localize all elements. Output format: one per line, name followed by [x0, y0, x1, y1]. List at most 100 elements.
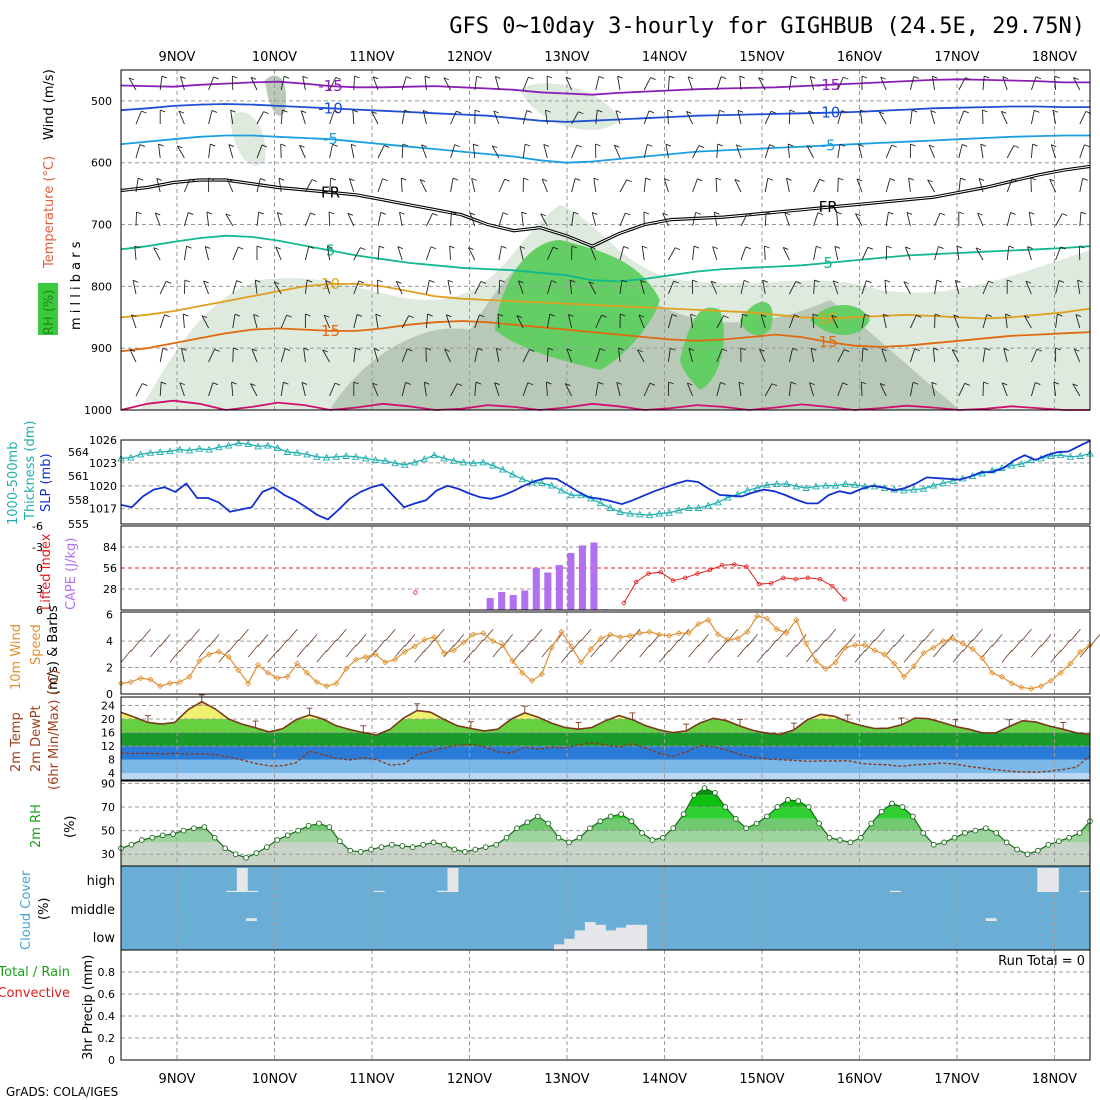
wind-barb-feather — [812, 313, 819, 317]
upper-wind-label: Wind (m/s) — [42, 69, 57, 140]
wind-speed-marker — [313, 679, 320, 686]
wind-barb-feather — [1012, 178, 1018, 182]
cloud-bar — [564, 938, 575, 950]
rh-marker — [451, 846, 458, 853]
wind-barb — [764, 212, 767, 227]
wind-barb — [908, 178, 911, 193]
wind-barb — [492, 644, 504, 658]
wind-speed-marker — [861, 641, 868, 649]
wind-barb — [639, 644, 651, 658]
temp-tick-label: 12 — [101, 740, 115, 753]
wind-barb — [600, 634, 611, 647]
wind-barb — [1002, 76, 1008, 91]
wind-barb — [256, 144, 263, 159]
thickness-marker — [195, 444, 204, 452]
wind-barb-feather — [916, 314, 922, 318]
wind-barb-feather — [1024, 315, 1030, 319]
precip-label: 3hr Precip (mm) — [81, 955, 96, 1060]
wind-barb-feather — [1051, 144, 1057, 148]
wind-barb-feather — [1077, 279, 1083, 283]
wind-barb-feather — [1055, 347, 1061, 351]
wind-speed-marker — [959, 640, 966, 647]
wind-barb — [347, 213, 355, 227]
wind-barb-feather — [712, 246, 718, 250]
wind-barb — [903, 281, 911, 295]
top-date-label: 18NOV — [1032, 50, 1077, 65]
wind-barb-feather — [158, 143, 164, 147]
rh-marker — [847, 839, 854, 846]
wind-barb-feather — [286, 314, 292, 318]
wind-barb — [463, 650, 474, 663]
wind-barb-feather — [806, 145, 813, 149]
wind-barb-feather — [1073, 77, 1079, 80]
thickness-marker — [185, 446, 194, 454]
wind-barb — [373, 348, 379, 363]
rh-marker — [274, 837, 281, 843]
wind-barb — [813, 246, 817, 261]
thickness-marker — [978, 469, 987, 477]
wind-barb-feather — [626, 179, 632, 183]
wind-barb-feather — [692, 279, 698, 283]
thickness-marker — [626, 509, 634, 517]
slp-tick-label: 1026 — [89, 434, 117, 447]
wind-barb-feather — [614, 144, 620, 148]
wind-barb-feather — [305, 313, 311, 317]
wind-speed-marker — [910, 663, 917, 670]
wind-barb — [273, 281, 282, 295]
wind-barb-feather — [142, 383, 148, 386]
wind-barb — [208, 634, 220, 647]
wind-barb-feather — [1053, 381, 1060, 385]
wind-barb — [716, 315, 724, 329]
wind-speed-marker — [440, 649, 448, 657]
thickness-marker — [841, 480, 850, 487]
rh-tick-label: 50 — [101, 825, 115, 838]
wind-barb — [494, 382, 500, 397]
wind-barb-feather — [598, 75, 605, 79]
thickness-unit-label: Thickness (dm) — [23, 421, 38, 521]
wind-barb — [638, 314, 645, 329]
wind-barb-feather — [975, 247, 982, 251]
cloud-bar — [1037, 868, 1049, 892]
wind-barb-feather — [855, 213, 861, 217]
bottom-date-label: 15NOV — [739, 1072, 784, 1087]
pressure-tick-label: 800 — [91, 280, 112, 293]
wind-barb — [756, 650, 768, 663]
precip-tick-label: 0 — [108, 1054, 115, 1067]
wind-barb — [762, 280, 766, 295]
thickness-marker — [518, 475, 527, 483]
wind-barb-feather — [625, 212, 631, 216]
wind-speed-marker — [587, 645, 594, 653]
wind-barb — [980, 144, 984, 159]
wind-barb — [977, 212, 984, 227]
wind-barb-feather — [493, 110, 499, 114]
wind-barb — [668, 247, 676, 261]
rh-band — [121, 818, 1090, 831]
thickness-marker — [567, 491, 576, 499]
pressure-tick-label: 700 — [91, 219, 112, 232]
cloud-bar — [584, 922, 596, 950]
wind-speed-marker — [206, 651, 213, 658]
wind-speed-marker — [930, 644, 937, 651]
contour-label: -10 — [318, 99, 343, 117]
wind-barb — [546, 314, 551, 329]
wind-barb — [716, 382, 721, 397]
wind-barb-feather — [903, 281, 909, 285]
wind-barb-feather — [601, 314, 607, 318]
wind-speed-marker — [519, 669, 526, 676]
temp-tick-label: 24 — [101, 699, 115, 712]
wind-barb — [874, 628, 885, 642]
rh-marker — [472, 846, 479, 853]
li-label: Lifted Index — [39, 533, 54, 610]
wind-barb — [1006, 145, 1015, 159]
wind-barb — [522, 382, 529, 397]
wind-barb — [280, 382, 284, 397]
wind-barb-feather — [1010, 211, 1016, 215]
wind-tick-label: 0 — [106, 688, 113, 701]
wind-barb — [1030, 348, 1038, 363]
rh-marker — [545, 820, 552, 827]
thickness-marker — [234, 439, 243, 447]
cloud-cover-panel: high middle low — [71, 865, 1091, 951]
wind-barb-feather — [203, 280, 209, 284]
rh-marker — [680, 811, 687, 817]
wind-barb — [326, 246, 331, 261]
